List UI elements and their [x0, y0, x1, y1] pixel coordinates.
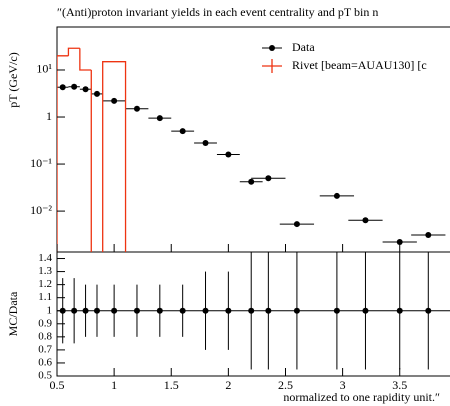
- ratio-axis-label: MC/Data: [6, 291, 20, 336]
- data-point: [333, 192, 340, 199]
- legend-marker: [269, 45, 275, 51]
- data-point: [93, 90, 100, 97]
- ratio-point: [202, 307, 209, 314]
- y-axis-label: pT (GeV/c): [6, 52, 20, 107]
- data-point: [293, 221, 300, 228]
- ratio-point: [225, 307, 232, 314]
- y-tick-label: 10¹: [36, 62, 52, 76]
- ratio-point: [179, 307, 186, 314]
- mc-histogram-bin: [79, 48, 92, 71]
- data-point: [425, 232, 432, 239]
- data-point: [362, 217, 369, 224]
- mc-histogram-bin: [90, 69, 92, 252]
- ratio-y-tick-label: 0.6: [38, 356, 52, 368]
- ratio-point: [133, 307, 140, 314]
- data-point: [156, 115, 163, 122]
- ratio-y-tick-label: 1.2: [38, 278, 52, 290]
- y-tick-label: 1: [46, 109, 52, 123]
- data-point: [82, 86, 89, 93]
- data-point: [248, 178, 255, 185]
- data-point: [111, 97, 118, 104]
- legend-label: Rivet [beam=AUAU130] [c: [292, 58, 427, 72]
- ratio-y-tick-label: 1.3: [38, 265, 52, 277]
- data-point: [59, 84, 66, 91]
- x-axis-label: normalized to one rapidity unit.″: [283, 390, 440, 404]
- ratio-frame: [56, 251, 450, 377]
- ratio-plot: [57, 252, 450, 370]
- data-point: [133, 105, 140, 112]
- ratio-y-tick-label: 0.9: [38, 317, 52, 329]
- ratio-y-tick-label: 0.8: [38, 330, 52, 342]
- ratio-point: [248, 307, 255, 314]
- mc-histogram-bin: [67, 47, 80, 56]
- x-tick-label: 1.5: [164, 378, 179, 392]
- data-point: [202, 140, 209, 147]
- y-tick-label: 10⁻¹: [30, 156, 52, 170]
- x-tick-label: 2: [225, 378, 231, 392]
- mc-histogram-bin: [57, 55, 69, 252]
- data-point: [396, 239, 403, 246]
- ratio-point: [293, 307, 300, 314]
- ratio-point: [396, 307, 403, 314]
- ratio-point: [93, 307, 100, 314]
- ratio-y-tick-label: 1: [47, 304, 53, 316]
- ratio-point: [425, 307, 432, 314]
- x-tick-label: 3: [340, 378, 346, 392]
- data-point: [179, 128, 186, 135]
- ratio-y-tick-label: 1.4: [38, 252, 52, 264]
- data-point: [225, 151, 232, 158]
- ratio-point: [71, 307, 78, 314]
- ratio-point: [333, 307, 340, 314]
- ratio-point: [265, 307, 272, 314]
- ratio-y-tick-label: 1.1: [38, 291, 52, 303]
- ratio-point: [362, 307, 369, 314]
- chart-title: ″(Anti)proton invariant yields in each e…: [57, 5, 378, 19]
- mc-histogram-bin: [102, 61, 127, 252]
- ratio-y-tick-label: 0.5: [38, 370, 52, 382]
- x-tick-label: 2.5: [278, 378, 293, 392]
- data-point: [265, 175, 272, 182]
- ratio-y-tick-label: 0.7: [38, 343, 52, 355]
- main-plot: [57, 47, 446, 252]
- ratio-point: [156, 307, 163, 314]
- ratio-point: [111, 307, 118, 314]
- data-point: [71, 83, 78, 90]
- x-tick-label: 0.5: [50, 378, 65, 392]
- x-tick-label: 1: [111, 378, 117, 392]
- y-tick-label: 10⁻²: [30, 203, 52, 217]
- x-tick-label: 3.5: [392, 378, 407, 392]
- ratio-point: [82, 307, 89, 314]
- legend-label: Data: [292, 40, 315, 54]
